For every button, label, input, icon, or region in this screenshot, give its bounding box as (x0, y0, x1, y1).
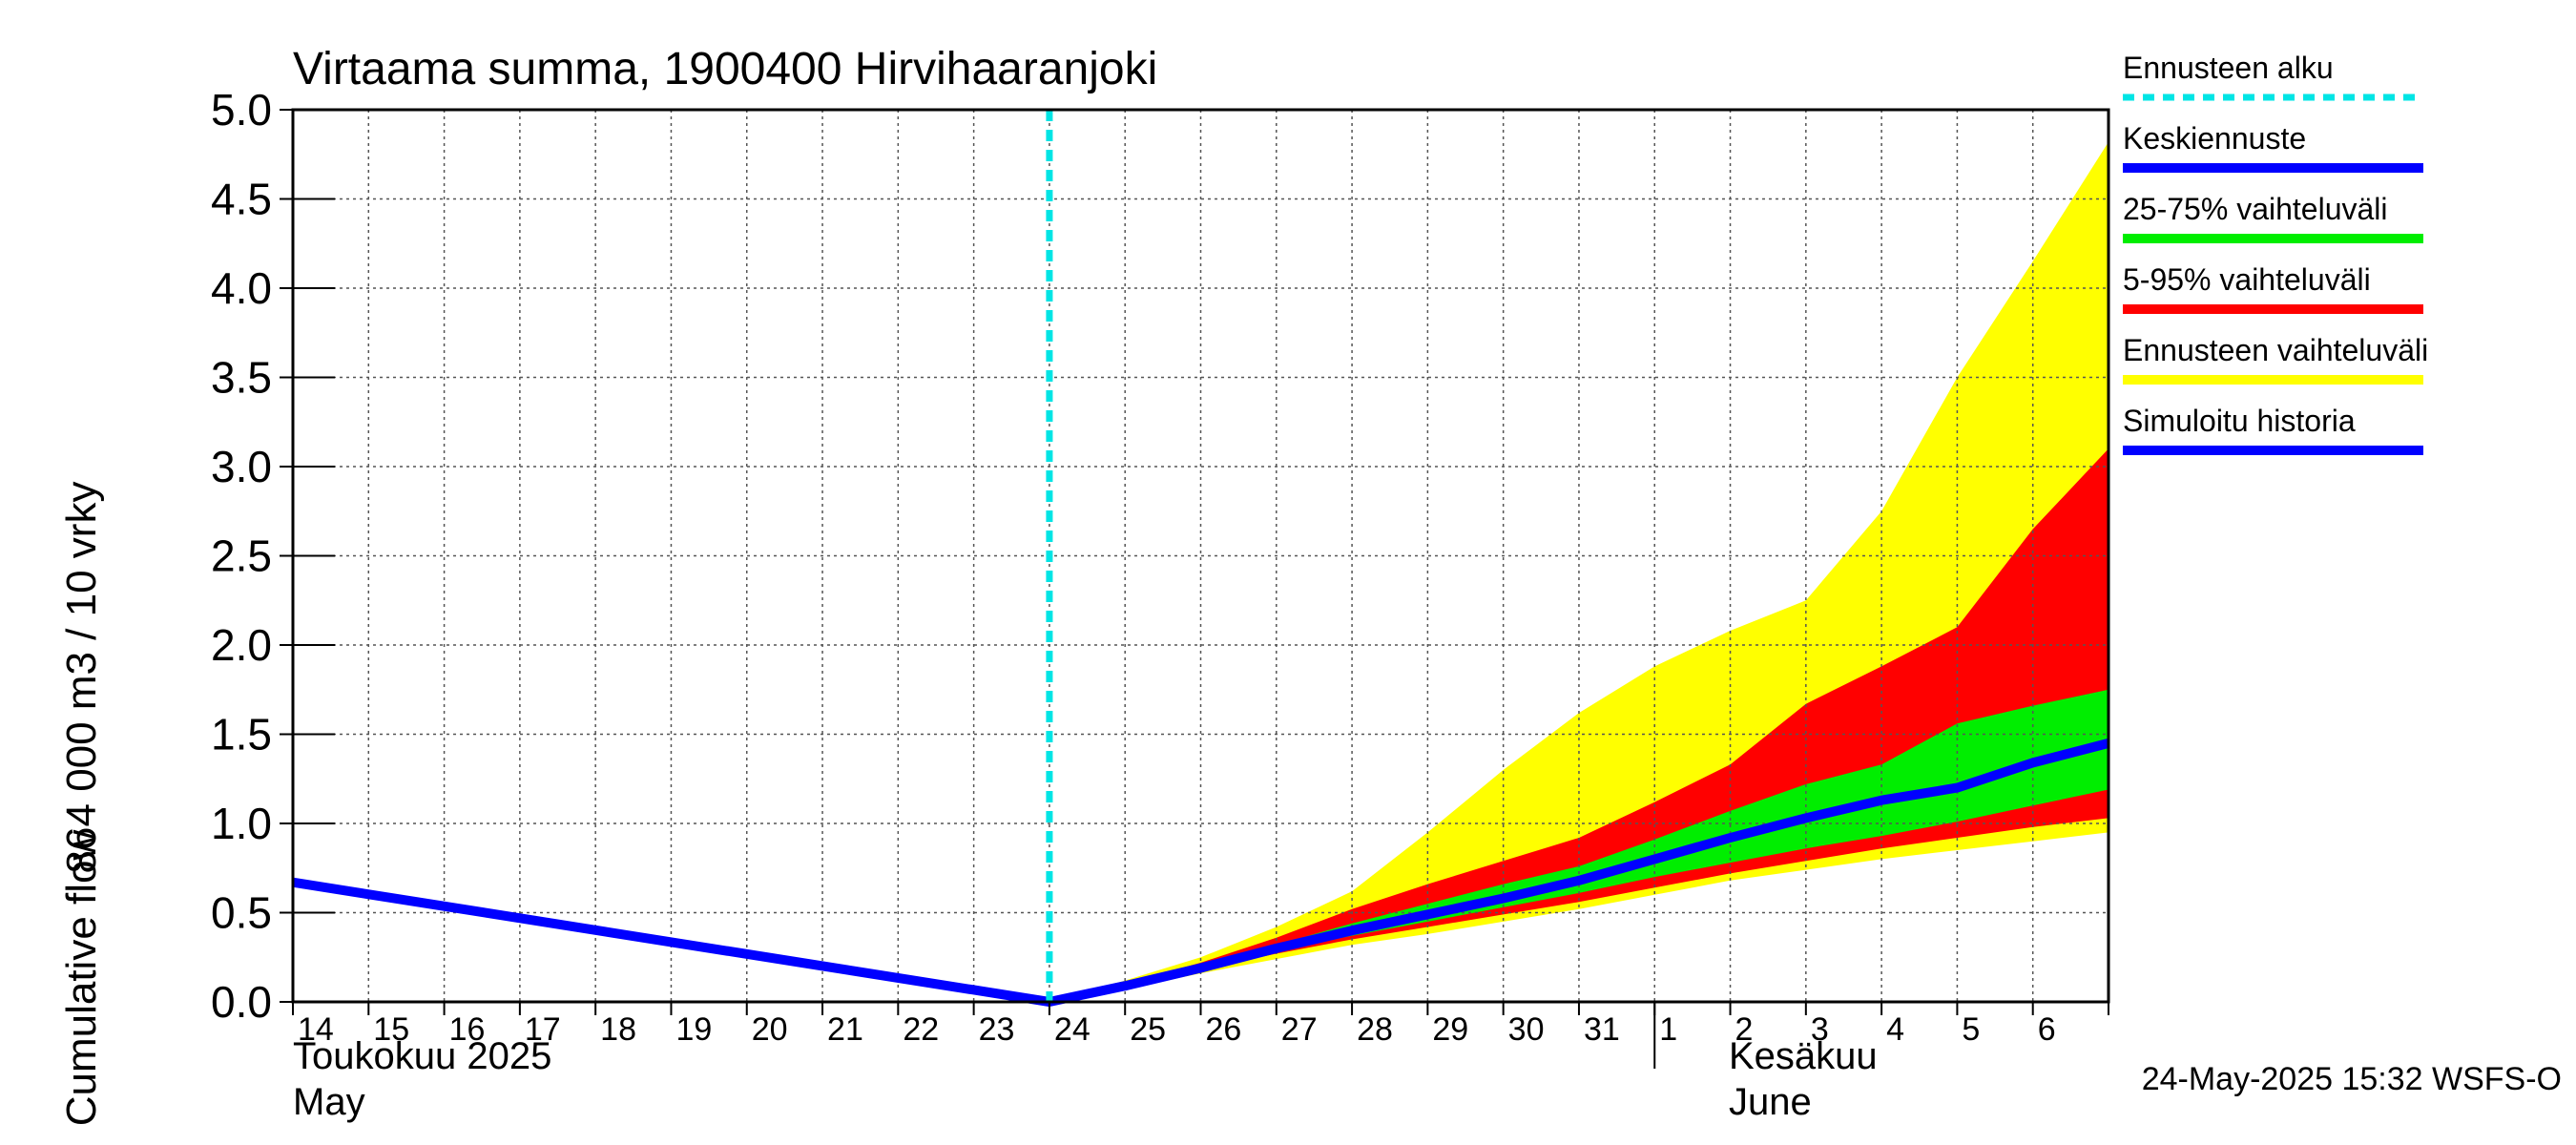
x-tick-label: 15 (373, 1011, 409, 1048)
y-axis-label-2: Cumulative flow (58, 830, 105, 1127)
y-tick-label: 0.5 (211, 888, 272, 938)
y-tick-label: 0.0 (211, 977, 272, 1027)
series-keskiennuste (1048, 739, 2110, 1007)
x-tick-label: 29 (1432, 1011, 1468, 1048)
y-axis-label-line2: Cumulative flow (58, 830, 105, 1127)
y-axis-label: 864 000 m3 / 10 vrky (58, 482, 105, 874)
x-tick-label: 19 (675, 1011, 712, 1048)
legend-label: Simuloitu historia (2123, 404, 2356, 438)
y-tick-label: 5.0 (211, 85, 272, 135)
y-axis-label-line1: 864 000 m3 / 10 vrky (58, 482, 105, 874)
x-tick-label: 5 (1962, 1011, 1980, 1048)
chart-title: Virtaama summa, 1900400 Hirvihaaranjoki (293, 44, 1157, 94)
legend-label: Ennusteen vaihteluväli (2123, 333, 2428, 367)
timestamp: 24-May-2025 15:32 WSFS-O (2142, 1061, 2562, 1097)
x-tick-label: 28 (1357, 1011, 1393, 1048)
y-tick-label: 2.5 (211, 531, 272, 581)
x-tick-label: 27 (1281, 1011, 1318, 1048)
x-tick-label: 24 (1054, 1011, 1091, 1048)
month-label-may-en: May (293, 1081, 365, 1123)
x-tick-label: 14 (298, 1011, 334, 1048)
x-tick-label: 3 (1811, 1011, 1829, 1048)
x-tick-label: 25 (1130, 1011, 1166, 1048)
y-tick-label: 3.5 (211, 353, 272, 403)
y-tick-label: 1.0 (211, 799, 272, 848)
legend-label: 5-95% vaihteluväli (2123, 262, 2371, 297)
x-tick-label: 31 (1584, 1011, 1620, 1048)
legend-label: Keskiennuste (2123, 121, 2306, 156)
x-tick-label: 6 (2038, 1011, 2056, 1048)
x-tick-label: 23 (979, 1011, 1015, 1048)
y-tick-label: 3.0 (211, 442, 272, 491)
band-25-75 (1049, 689, 2109, 1002)
month-label-june-fi: Kesäkuu (1729, 1035, 1878, 1077)
x-tick-label: 1 (1659, 1011, 1677, 1048)
month-label-may-fi: Toukokuu 2025 (293, 1035, 551, 1077)
x-tick-label: 26 (1206, 1011, 1242, 1048)
x-tick-label: 22 (903, 1011, 939, 1048)
series-lines (292, 110, 2110, 1007)
y-tick-labels: 0.0 0.5 1.0 1.5 2.0 2.5 3.0 3.5 4.0 4.5 5.0 (211, 85, 272, 1027)
axes (280, 108, 2110, 1069)
x-tick-label: 2 (1735, 1011, 1754, 1048)
y-tick-label: 2.0 (211, 620, 272, 670)
legend-label: 25-75% vaihteluväli (2123, 192, 2388, 226)
grid-lines (293, 110, 2109, 1002)
y-tick-label: 1.5 (211, 710, 272, 760)
month-label-june-en: June (1729, 1081, 1812, 1123)
x-tick-label: 4 (1886, 1011, 1904, 1048)
legend-label: Ennusteen alku (2123, 51, 2334, 85)
y-tick-label: 4.0 (211, 263, 272, 313)
x-tick-label: 20 (752, 1011, 788, 1048)
y-tick-label: 4.5 (211, 175, 272, 224)
legend: Ennusteen alku Keskiennuste 25-75% vaihtel… (2123, 51, 2428, 455)
x-tick-labels: 14 15 16 17 18 19 20 21 22 23 24 25 26 27 28 29 30 31 1 2 3 4… (298, 1011, 2056, 1048)
series-simuloitu-historia (292, 877, 1050, 1007)
x-tick-label: 21 (827, 1011, 863, 1048)
x-tick-label: 17 (525, 1011, 561, 1048)
x-tick-label: 18 (600, 1011, 636, 1048)
x-tick-label: 30 (1508, 1011, 1545, 1048)
x-tick-label: 16 (449, 1011, 486, 1048)
